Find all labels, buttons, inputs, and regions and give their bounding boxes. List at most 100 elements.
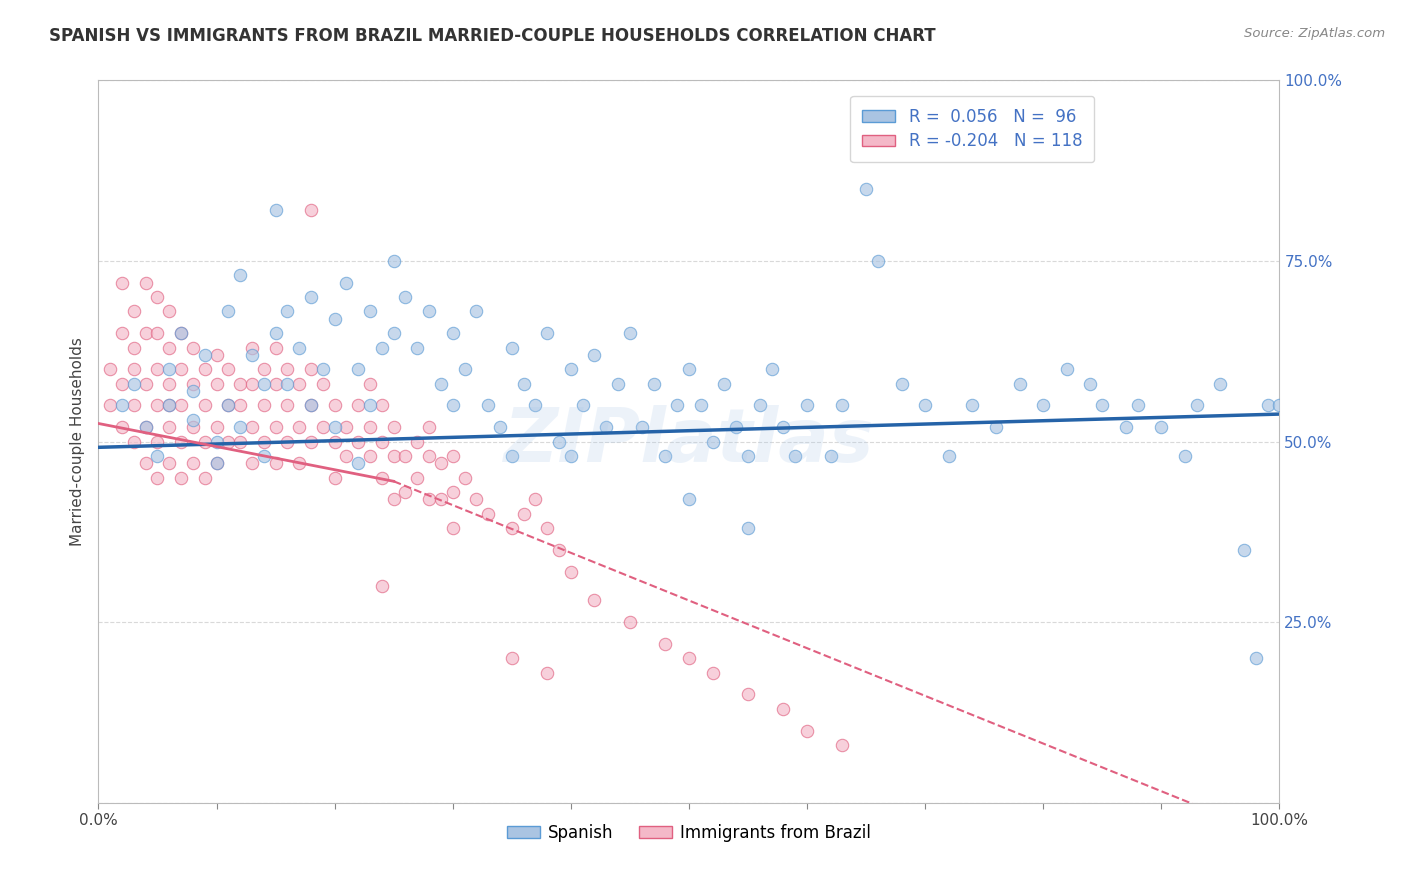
Point [737, 687, 759, 701]
Point [1056, 362, 1078, 376]
Point [264, 341, 287, 355]
Point [359, 304, 381, 318]
Point [382, 492, 405, 507]
Point [772, 420, 794, 434]
Point [536, 665, 558, 680]
Point [347, 456, 370, 470]
Point [441, 485, 464, 500]
Point [276, 362, 298, 376]
Point [135, 276, 157, 290]
Point [441, 326, 464, 340]
Point [240, 420, 263, 434]
Point [181, 413, 204, 427]
Point [382, 253, 405, 268]
Point [571, 398, 593, 412]
Point [335, 449, 357, 463]
Point [217, 398, 239, 412]
Y-axis label: Married-couple Households: Married-couple Households [69, 337, 84, 546]
Point [643, 376, 665, 391]
Point [288, 456, 311, 470]
Point [359, 398, 381, 412]
Point [465, 304, 488, 318]
Point [205, 456, 228, 470]
Point [1150, 420, 1173, 434]
Point [157, 362, 180, 376]
Point [702, 434, 724, 449]
Point [253, 398, 276, 412]
Point [240, 341, 263, 355]
Point [323, 470, 346, 484]
Point [122, 376, 145, 391]
Text: ZIPlatlas: ZIPlatlas [503, 405, 875, 478]
Point [418, 420, 440, 434]
Point [122, 398, 145, 412]
Point [205, 420, 228, 434]
Point [312, 362, 335, 376]
Point [418, 492, 440, 507]
Point [453, 470, 475, 484]
Point [135, 420, 157, 434]
Point [98, 362, 121, 376]
Point [122, 304, 145, 318]
Point [984, 420, 1007, 434]
Point [890, 376, 912, 391]
Point [359, 449, 381, 463]
Point [382, 449, 405, 463]
Point [135, 456, 157, 470]
Point [524, 492, 547, 507]
Point [1115, 420, 1137, 434]
Point [654, 449, 676, 463]
Point [276, 376, 298, 391]
Point [831, 398, 853, 412]
Point [205, 456, 228, 470]
Point [1185, 398, 1208, 412]
Point [229, 420, 252, 434]
Point [477, 507, 499, 521]
Point [111, 326, 134, 340]
Point [477, 398, 499, 412]
Point [323, 311, 346, 326]
Point [512, 507, 534, 521]
Point [501, 341, 523, 355]
Point [666, 398, 689, 412]
Point [441, 449, 464, 463]
Point [1032, 398, 1054, 412]
Point [111, 398, 134, 412]
Point [253, 362, 276, 376]
Point [359, 376, 381, 391]
Point [146, 362, 169, 376]
Point [335, 420, 357, 434]
Point [335, 276, 357, 290]
Point [299, 290, 322, 304]
Point [394, 290, 416, 304]
Point [217, 362, 239, 376]
Point [170, 398, 193, 412]
Point [157, 420, 180, 434]
Point [1174, 449, 1197, 463]
Point [796, 398, 818, 412]
Point [135, 326, 157, 340]
Point [725, 420, 748, 434]
Point [146, 449, 169, 463]
Point [205, 376, 228, 391]
Point [111, 376, 134, 391]
Point [181, 376, 204, 391]
Point [253, 449, 276, 463]
Point [406, 434, 429, 449]
Point [264, 420, 287, 434]
Point [170, 470, 193, 484]
Point [194, 398, 217, 412]
Text: SPANISH VS IMMIGRANTS FROM BRAZIL MARRIED-COUPLE HOUSEHOLDS CORRELATION CHART: SPANISH VS IMMIGRANTS FROM BRAZIL MARRIE… [49, 27, 936, 45]
Point [181, 420, 204, 434]
Point [194, 348, 217, 362]
Point [1244, 651, 1267, 665]
Point [135, 420, 157, 434]
Point [323, 420, 346, 434]
Point [146, 398, 169, 412]
Point [122, 341, 145, 355]
Point [253, 434, 276, 449]
Point [796, 723, 818, 738]
Point [205, 434, 228, 449]
Point [560, 565, 582, 579]
Point [170, 326, 193, 340]
